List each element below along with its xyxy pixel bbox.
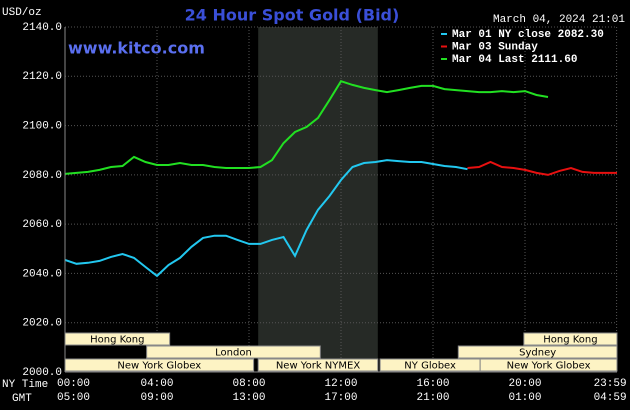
y-tick-label: 2100.0 [22,120,62,132]
x-tick-label: 00:00 [57,378,90,390]
session-label: London [215,348,252,359]
legend-swatch [441,58,447,60]
legend-entry: Mar 01 NY close 2082.30 [452,29,604,41]
gmt-tick-label: 13:00 [232,392,265,404]
x-axis-label: GMT [12,393,32,405]
session-box [479,358,618,372]
unit-label: USD/oz [2,7,42,19]
gmt-tick-label: 01:00 [508,392,541,404]
gmt-tick-label: 05:00 [57,392,90,404]
x-tick-label: 08:00 [232,378,265,390]
website: www.kitco.com [68,39,205,58]
legend-swatch [441,33,447,35]
y-tick-label: 2140.0 [22,22,62,34]
y-tick-label: 2120.0 [22,71,62,83]
series-line [467,160,617,176]
y-tick-label: 2020.0 [22,318,62,330]
y-tick-label: 2060.0 [22,219,62,231]
session-label: New York Globex [117,361,201,372]
y-tick-label: 2040.0 [22,268,62,280]
session-box [457,345,618,359]
session-label: New York NYMEX [276,361,361,372]
x-tick-label: 12:00 [324,378,357,390]
timestamp: March 04, 2024 21:01 [493,14,625,26]
gmt-tick-label: 09:00 [140,392,173,404]
session-box [523,332,618,346]
series-line [64,80,549,175]
x-tick-label: 20:00 [508,378,541,390]
gmt-tick-label: 21:00 [416,392,449,404]
legend-entry: Mar 04 Last 2111.60 [452,54,577,66]
session-label: NY Globex [404,361,456,372]
x-tick-label: 04:00 [140,378,173,390]
x-axis-label: NY Time [2,379,48,391]
gmt-tick-label: 17:00 [324,392,357,404]
legend-swatch [441,45,447,48]
session-label: Hong Kong [543,335,597,346]
y-tick-label: 2000.0 [22,367,62,379]
session-label: New York Globex [507,361,591,372]
x-tick-label: 23:59 [594,378,627,390]
legend-entry: Mar 03 Sunday [452,41,538,53]
chart-title: 24 Hour Spot Gold (Bid) [185,6,400,25]
gmt-tick-label: 04:59 [594,392,627,404]
series-line [64,159,468,278]
session-box [257,358,379,372]
y-tick-label: 2080.0 [22,170,62,182]
session-label: Sydney [519,348,556,359]
session-box [146,345,321,359]
session-highlight [258,27,378,372]
session-label: Hong Kong [90,335,144,346]
x-tick-label: 16:00 [416,378,449,390]
